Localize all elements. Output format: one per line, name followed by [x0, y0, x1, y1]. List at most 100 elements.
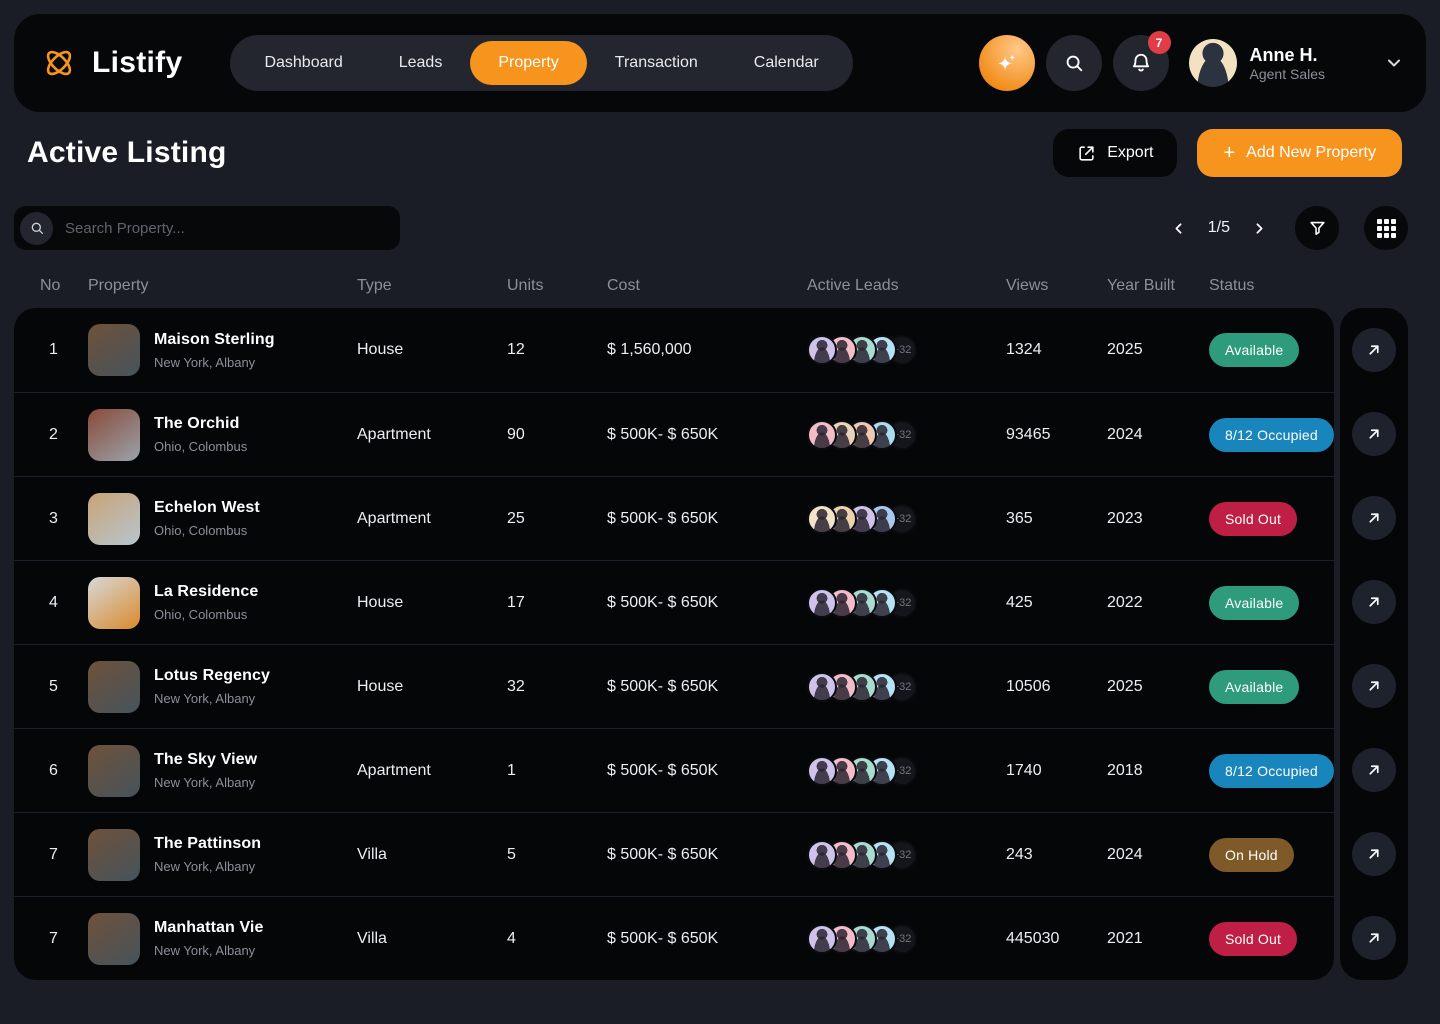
ai-assistant-button[interactable] — [978, 35, 1035, 91]
nav-item-property[interactable]: Property — [470, 41, 587, 85]
arrow-up-right-icon — [1365, 845, 1383, 863]
property-location: Ohio, Colombus — [154, 439, 248, 454]
cost-value: $ 500K- $ 650K — [607, 425, 719, 443]
row-action-cell — [1340, 308, 1408, 392]
property-name: Lotus Regency — [154, 667, 270, 684]
col-header-no: No — [40, 277, 61, 294]
status-cell: Available — [1209, 585, 1334, 620]
property-location: Ohio, Colombus — [154, 607, 248, 622]
col-header-type: Type — [357, 277, 392, 294]
status-cell: Available — [1209, 669, 1334, 704]
arrow-up-right-icon — [1365, 929, 1383, 947]
open-property-button[interactable] — [1352, 496, 1396, 540]
cost-value: $ 500K- $ 650K — [607, 593, 719, 611]
open-property-button[interactable] — [1352, 664, 1396, 708]
page-title: Active Listing — [27, 136, 227, 169]
nav-item-leads[interactable]: Leads — [371, 41, 471, 85]
property-thumbnail — [88, 744, 140, 797]
table-header-row: No Property Type Units Cost Active Leads… — [14, 277, 1334, 295]
listing-toolbar: 1/5 — [14, 206, 1408, 250]
status-badge: Available — [1209, 669, 1300, 704]
status-cell: Available — [1209, 333, 1334, 367]
brand-logo: Listify — [38, 42, 182, 84]
open-property-button[interactable] — [1352, 748, 1396, 792]
export-icon — [1077, 144, 1096, 163]
views-value: 93465 — [1006, 425, 1051, 443]
nav-item-transaction[interactable]: Transaction — [587, 41, 726, 85]
cost-value: $ 500K- $ 650K — [607, 509, 719, 527]
col-header-active-leads: Active Leads — [807, 277, 899, 294]
search-button[interactable] — [1045, 35, 1102, 91]
property-cell: La Residence Ohio, Colombus — [88, 576, 357, 629]
open-property-button[interactable] — [1352, 832, 1396, 876]
property-cell: The Orchid Ohio, Colombus — [88, 408, 357, 461]
page-header-actions: Export + Add New Property — [1053, 129, 1402, 177]
user-menu[interactable]: Anne H. Agent Sales — [1188, 39, 1405, 87]
row-actions-rail — [1340, 308, 1408, 980]
views-value: 365 — [1006, 509, 1033, 527]
year-built-value: 2021 — [1107, 929, 1143, 947]
open-property-button[interactable] — [1352, 412, 1396, 456]
notifications-button[interactable]: 7 — [1112, 31, 1171, 91]
status-cell: 8/12 Occupied — [1209, 753, 1334, 788]
next-page-button[interactable] — [1249, 218, 1270, 239]
open-property-button[interactable] — [1352, 580, 1396, 624]
property-name: The Pattinson — [154, 835, 262, 852]
col-header-status: Status — [1209, 277, 1255, 294]
arrow-up-right-icon — [1365, 341, 1383, 359]
year-built-value: 2025 — [1107, 341, 1143, 358]
grid-view-button[interactable] — [1364, 206, 1408, 250]
status-cell: Sold Out — [1209, 501, 1334, 536]
cost-value: $ 500K- $ 650K — [607, 677, 719, 695]
property-type: House — [357, 341, 404, 358]
active-leads-cell: +32 — [807, 587, 1006, 618]
nav-item-calendar[interactable]: Calendar — [726, 41, 847, 85]
search-input[interactable] — [65, 219, 394, 237]
prev-page-button[interactable] — [1168, 218, 1189, 239]
active-leads-cell: +32 — [807, 671, 1006, 702]
year-built-value: 2024 — [1107, 845, 1143, 863]
units-value: 5 — [507, 845, 516, 863]
property-type: Villa — [357, 845, 387, 863]
property-thumbnail — [88, 828, 140, 881]
property-table: 1 Maison Sterling New York, Albany House… — [14, 308, 1334, 980]
units-value: 1 — [507, 761, 516, 779]
status-badge: 8/12 Occupied — [1209, 753, 1334, 788]
filter-button[interactable] — [1295, 206, 1339, 250]
row-number: 2 — [49, 425, 58, 443]
units-value: 90 — [507, 425, 525, 443]
col-header-property: Property — [88, 277, 149, 294]
property-name: Manhattan Vie — [154, 919, 264, 936]
property-thumbnail — [88, 492, 140, 545]
status-cell: On Hold — [1209, 837, 1334, 872]
filter-funnel-icon — [1308, 219, 1327, 238]
table-row: 5 Lotus Regency New York, Albany House 3… — [14, 644, 1334, 728]
views-value: 445030 — [1006, 929, 1060, 947]
property-location: Ohio, Colombus — [154, 523, 248, 538]
open-property-button[interactable] — [1352, 916, 1396, 960]
views-value: 10506 — [1006, 677, 1051, 695]
status-badge: Sold Out — [1209, 921, 1298, 956]
cost-value: $ 500K- $ 650K — [607, 845, 719, 863]
add-new-property-button[interactable]: + Add New Property — [1197, 129, 1402, 177]
row-action-cell — [1340, 728, 1408, 812]
search-bar — [14, 206, 400, 250]
open-property-button[interactable] — [1352, 328, 1396, 372]
export-label: Export — [1107, 144, 1154, 161]
row-action-cell — [1340, 644, 1408, 728]
status-cell: 8/12 Occupied — [1209, 417, 1334, 452]
leads-avatar-stack: +32 — [807, 503, 1006, 534]
leads-avatar-stack: +32 — [807, 671, 1006, 702]
table-row: 7 The Pattinson New York, Albany Villa 5… — [14, 812, 1334, 896]
nav-item-dashboard[interactable]: Dashboard — [236, 41, 370, 85]
leads-avatar-stack: +32 — [807, 587, 1006, 618]
add-property-label: Add New Property — [1246, 144, 1376, 161]
export-button[interactable]: Export — [1053, 129, 1178, 177]
page-indicator: 1/5 — [1207, 219, 1230, 236]
row-action-cell — [1340, 812, 1408, 896]
row-number: 7 — [49, 929, 58, 947]
user-role: Agent Sales — [1249, 66, 1326, 83]
leads-avatar-stack: +32 — [807, 923, 1006, 954]
active-leads-cell: +32 — [807, 923, 1006, 954]
lead-avatar — [807, 503, 837, 534]
